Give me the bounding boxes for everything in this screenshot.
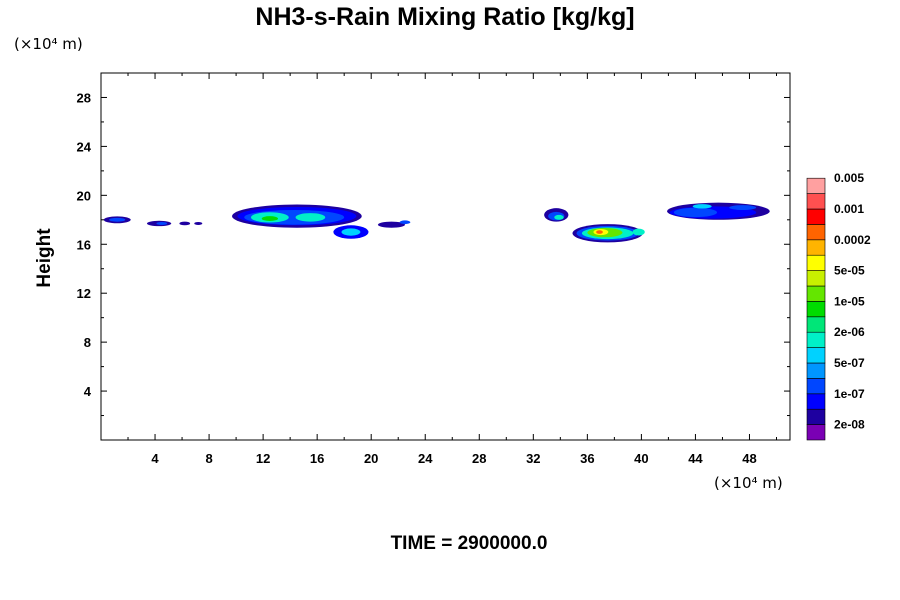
colorbar-swatch (806, 362, 826, 379)
x-tick-label: 20 (364, 451, 378, 466)
colorbar-label: 0.001 (834, 202, 864, 216)
colorbar-swatch (806, 316, 826, 333)
y-tick-label: 8 (84, 335, 91, 350)
colorbar-swatch (806, 224, 826, 241)
colorbar-label: 1e-07 (834, 387, 865, 401)
heatmap-cell (673, 207, 718, 218)
x-tick-label: 32 (526, 451, 540, 466)
colorbar-swatch (806, 270, 826, 287)
y-tick-label: 24 (77, 139, 92, 154)
x-tick-label: 4 (151, 451, 159, 466)
colorbar-swatch (806, 347, 826, 364)
colorbar-swatch (806, 301, 826, 318)
x-tick-label: 36 (580, 451, 594, 466)
y-unit-label: (×10⁴ m) (14, 35, 83, 53)
x-unit-label: (×10⁴ m) (714, 474, 783, 492)
colorbar-swatch (806, 378, 826, 395)
y-axis-label: Height (34, 228, 55, 288)
plot-frame (100, 72, 791, 441)
heatmap-cell (261, 216, 278, 222)
heatmap-cell (179, 221, 191, 226)
colorbar-swatch (806, 393, 826, 410)
colorbar-label: 2e-06 (834, 325, 865, 339)
colorbar-swatch (806, 285, 826, 302)
heatmap-cell (295, 213, 326, 222)
colorbar-swatch (806, 408, 826, 425)
colorbar-swatch (806, 239, 826, 256)
heatmap-layer (103, 202, 770, 243)
heatmap-cell (341, 228, 361, 236)
y-tick-label: 16 (77, 237, 91, 252)
heatmap-cell (156, 222, 168, 225)
colorbar-label: 5e-05 (834, 264, 865, 278)
colorbar-swatch (806, 208, 826, 225)
x-tick-label: 40 (634, 451, 648, 466)
x-tick-label: 48 (742, 451, 756, 466)
colorbar-swatch (806, 177, 826, 194)
y-tick-label: 28 (77, 90, 91, 105)
colorbar-swatch (806, 331, 826, 348)
colorbar-label: 5e-07 (834, 356, 865, 370)
x-tick-label: 24 (418, 451, 433, 466)
heatmap-cell (554, 214, 564, 220)
colorbar-swatch (806, 254, 826, 271)
y-tick-label: 12 (77, 286, 91, 301)
x-tick-label: 44 (688, 451, 703, 466)
colorbar-label: 0.005 (834, 171, 864, 185)
colorbar-label: 1e-05 (834, 294, 865, 308)
heatmap-cell (109, 217, 126, 222)
colorbar-label: 2e-08 (834, 418, 865, 432)
x-tick-label: 16 (310, 451, 324, 466)
y-tick-label: 20 (77, 188, 91, 203)
heatmap-cell (399, 220, 411, 225)
heatmap-cell (377, 221, 405, 228)
y-tick-label: 4 (84, 384, 92, 399)
heatmap-cell (729, 205, 757, 211)
colorbar-swatch (806, 424, 826, 441)
x-tick-label: 12 (256, 451, 270, 466)
heatmap-cell (596, 230, 603, 234)
heatmap-cell (632, 228, 645, 236)
chart-title: NH3-s-Rain Mixing Ratio [kg/kg] (255, 3, 634, 31)
x-tick-label: 8 (205, 451, 212, 466)
colorbar-swatch (806, 193, 826, 210)
time-label: TIME = 2900000.0 (391, 533, 548, 554)
heatmap-cell (194, 222, 203, 225)
heatmap-cell (692, 204, 712, 209)
colorbar: 2e-08 1e-07 5e-07 2e-06 1e-05 5e-05 0.0002 0.00… (806, 171, 871, 441)
colorbar-label: 0.0002 (834, 233, 871, 247)
x-tick-label: 28 (472, 451, 486, 466)
